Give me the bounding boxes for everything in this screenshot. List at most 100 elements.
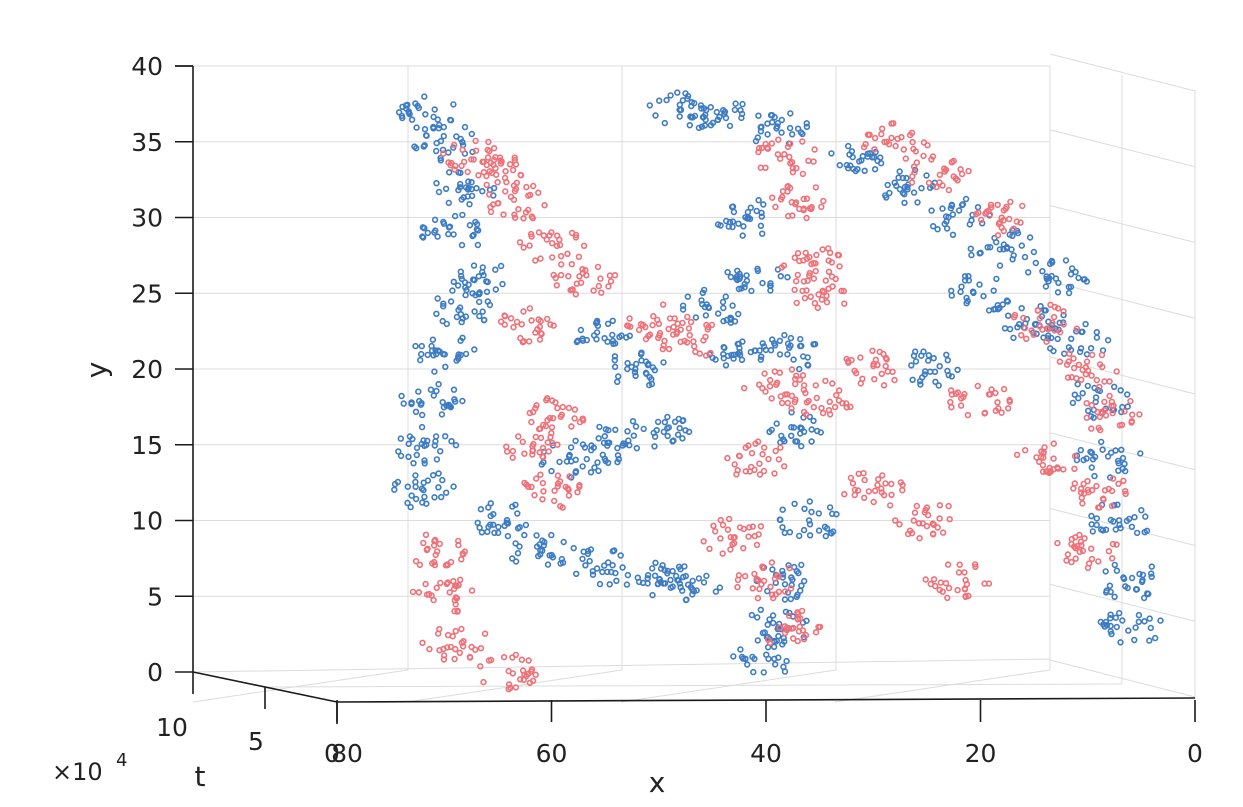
red-data-point <box>1121 488 1129 495</box>
blue-data-point <box>462 291 469 299</box>
blue-data-point <box>632 372 639 379</box>
red-data-point <box>987 201 995 209</box>
blue-data-point <box>629 418 637 425</box>
blue-data-point <box>726 122 734 130</box>
red-data-point <box>719 550 726 557</box>
blue-data-point <box>1004 312 1012 319</box>
blue-data-point <box>492 286 499 293</box>
red-data-point <box>1070 485 1077 492</box>
red-data-point <box>955 569 963 576</box>
red-data-point <box>793 372 800 379</box>
red-data-point <box>936 502 944 509</box>
blue-data-point <box>442 433 449 440</box>
blue-data-point <box>803 123 811 131</box>
blue-data-point <box>1093 329 1101 336</box>
red-data-point <box>1095 504 1102 511</box>
red-data-point <box>456 649 463 656</box>
blue-data-point <box>431 442 438 449</box>
blue-data-point <box>1021 253 1029 261</box>
red-data-point <box>528 213 536 220</box>
red-data-point <box>794 616 801 623</box>
red-data-point <box>520 244 527 251</box>
blue-data-point <box>958 283 965 290</box>
blue-data-point <box>604 442 611 449</box>
blue-data-point <box>691 112 699 120</box>
blue-data-point <box>721 110 728 118</box>
x-tick-label: 20 <box>965 739 997 768</box>
blue-data-point <box>624 571 632 579</box>
blue-data-point <box>1125 515 1133 523</box>
red-data-point <box>444 561 451 569</box>
blue-data-point <box>664 413 671 421</box>
red-data-point <box>740 544 747 552</box>
red-data-point <box>505 667 512 675</box>
blue-data-point <box>431 229 438 236</box>
red-data-point <box>878 485 885 492</box>
blue-data-point <box>1039 268 1046 275</box>
red-data-point <box>426 645 433 653</box>
red-data-point <box>575 253 583 260</box>
blue-data-point <box>1097 526 1105 533</box>
blue-data-point <box>455 186 462 194</box>
blue-data-point <box>586 557 593 565</box>
red-data-point <box>948 158 956 166</box>
blue-data-point <box>778 129 785 136</box>
blue-data-point <box>753 207 760 215</box>
red-data-point <box>544 417 551 424</box>
red-data-point <box>898 134 905 141</box>
blue-data-point <box>1060 311 1067 319</box>
red-data-point <box>1007 198 1014 206</box>
red-data-point <box>1077 485 1085 492</box>
red-data-point <box>545 448 552 455</box>
red-data-point <box>865 488 873 495</box>
blue-data-point <box>769 612 777 619</box>
red-data-point <box>454 608 461 615</box>
red-data-point <box>528 483 535 491</box>
blue-data-point <box>474 241 482 249</box>
blue-data-point <box>522 521 530 529</box>
red-data-point <box>512 684 520 691</box>
red-data-point <box>860 144 868 151</box>
blue-data-point <box>651 443 658 450</box>
blue-data-point <box>418 342 425 350</box>
red-data-point <box>577 279 585 286</box>
red-data-point <box>1109 540 1117 548</box>
red-data-point <box>841 491 848 498</box>
red-data-point <box>820 197 827 205</box>
blue-data-point <box>567 444 575 451</box>
blue-data-point <box>438 411 446 418</box>
blue-data-point <box>944 367 951 375</box>
blue-data-point <box>770 643 778 650</box>
red-data-point <box>536 449 543 456</box>
red-data-point <box>813 394 820 402</box>
blue-data-point <box>539 537 546 544</box>
red-data-point <box>760 444 768 451</box>
red-data-point <box>936 179 943 186</box>
red-data-point <box>503 443 510 450</box>
red-data-point <box>565 404 573 412</box>
blue-data-point <box>1104 453 1112 460</box>
blue-data-point <box>719 298 727 306</box>
red-data-point <box>789 169 797 176</box>
blue-data-point <box>472 218 479 226</box>
red-data-point <box>457 576 464 583</box>
blue-data-point <box>766 428 773 435</box>
blue-data-point <box>855 158 863 165</box>
blue-data-point <box>675 577 682 584</box>
red-data-point <box>685 325 693 332</box>
blue-data-point <box>970 289 977 296</box>
blue-data-point <box>674 431 682 438</box>
red-data-point <box>548 254 556 261</box>
red-data-point <box>1084 478 1091 485</box>
red-data-point <box>1076 531 1083 539</box>
blue-data-point <box>509 555 516 562</box>
red-data-point <box>909 138 916 146</box>
red-data-point <box>909 173 916 180</box>
red-data-point <box>870 498 877 506</box>
red-data-point <box>775 573 782 580</box>
red-data-point <box>518 656 526 663</box>
red-data-point <box>760 467 768 475</box>
red-data-point <box>572 234 580 241</box>
blue-data-point <box>420 486 427 494</box>
